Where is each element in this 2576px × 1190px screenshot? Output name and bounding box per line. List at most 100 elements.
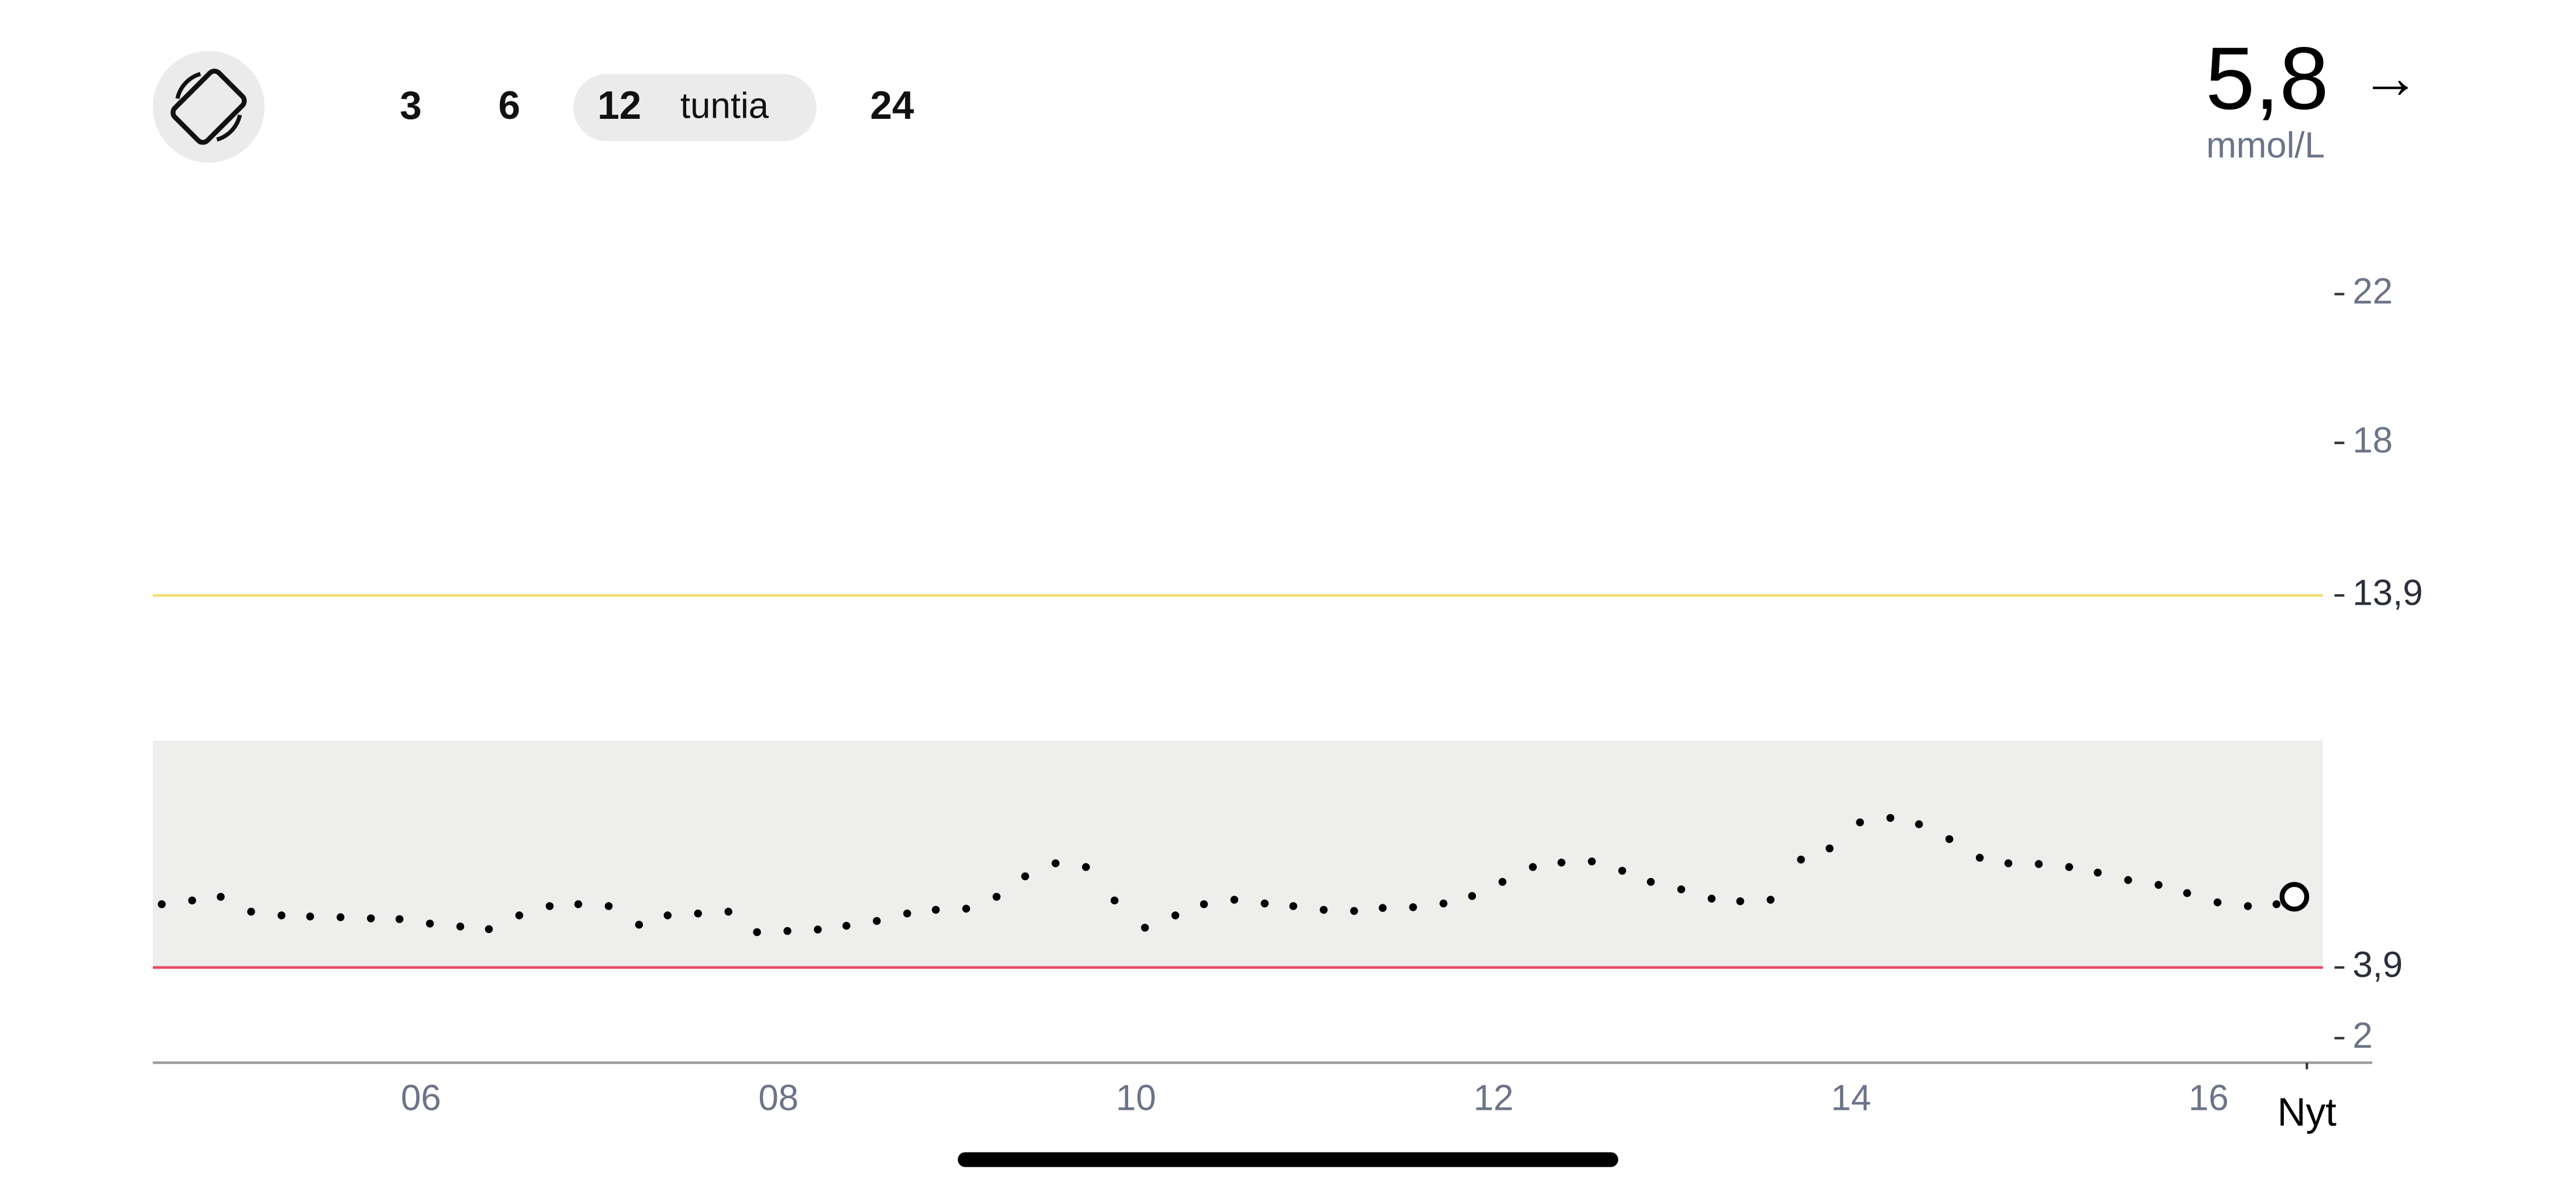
data-point bbox=[456, 922, 464, 931]
data-point bbox=[395, 915, 404, 923]
data-point bbox=[724, 907, 732, 916]
data-point bbox=[2243, 902, 2252, 910]
data-point bbox=[1618, 866, 1626, 875]
data-point bbox=[1200, 900, 1208, 908]
data-point bbox=[1825, 844, 1834, 853]
data-point bbox=[485, 925, 493, 934]
data-point bbox=[814, 925, 822, 934]
data-point bbox=[2004, 859, 2013, 867]
data-point bbox=[1856, 818, 1864, 827]
data-point bbox=[694, 909, 703, 918]
data-point bbox=[1350, 907, 1358, 915]
data-point bbox=[1140, 924, 1149, 932]
data-point bbox=[157, 900, 166, 908]
data-point bbox=[515, 911, 523, 920]
data-point bbox=[2272, 900, 2281, 908]
data-point bbox=[1529, 863, 1537, 871]
data-point bbox=[842, 921, 851, 930]
data-point bbox=[2034, 860, 2043, 868]
current-value: 5,8 bbox=[2205, 29, 2329, 128]
x-tick-label: 12 bbox=[1474, 1078, 1514, 1118]
y-tick-label: 2 bbox=[2352, 1016, 2372, 1056]
data-point bbox=[1320, 906, 1328, 914]
data-point bbox=[1439, 899, 1448, 908]
data-point bbox=[1557, 858, 1566, 867]
now-label: Nyt bbox=[2277, 1090, 2337, 1134]
range-option[interactable]: 24 bbox=[870, 84, 914, 128]
data-point bbox=[1886, 814, 1895, 822]
data-point bbox=[1677, 885, 1686, 894]
range-option-selected[interactable]: 12 bbox=[597, 84, 641, 128]
data-point bbox=[1021, 872, 1029, 880]
data-point bbox=[783, 927, 792, 935]
data-point bbox=[247, 907, 255, 916]
data-point bbox=[1468, 892, 1477, 900]
data-point bbox=[2183, 889, 2191, 897]
data-point bbox=[1647, 877, 1655, 886]
range-unit: tuntia bbox=[680, 86, 769, 126]
data-point bbox=[872, 917, 881, 925]
data-point bbox=[1171, 911, 1180, 920]
x-tick-label: 06 bbox=[401, 1078, 441, 1118]
data-point bbox=[1260, 899, 1269, 908]
home-indicator bbox=[957, 1152, 1619, 1167]
x-tick-label: 14 bbox=[1831, 1078, 1871, 1118]
data-point bbox=[188, 896, 196, 905]
data-point bbox=[1498, 877, 1507, 886]
data-point bbox=[2154, 880, 2163, 889]
data-point bbox=[546, 902, 554, 910]
y-tick-label: 22 bbox=[2352, 272, 2393, 312]
rotate-arrows bbox=[175, 71, 242, 142]
data-point bbox=[2124, 876, 2132, 884]
data-point bbox=[366, 914, 375, 922]
data-point bbox=[306, 913, 314, 921]
data-point bbox=[1915, 820, 1923, 828]
data-point bbox=[278, 911, 286, 920]
data-point bbox=[903, 909, 912, 918]
rotate-button-bg[interactable] bbox=[153, 50, 265, 163]
trend-arrow: → bbox=[2361, 45, 2420, 111]
data-point bbox=[1736, 897, 1745, 906]
data-point bbox=[1379, 904, 1387, 912]
data-point bbox=[426, 920, 434, 928]
data-point bbox=[336, 913, 345, 921]
data-point bbox=[962, 904, 971, 913]
x-tick-label: 08 bbox=[758, 1078, 799, 1118]
data-point bbox=[2094, 869, 2102, 877]
data-point bbox=[1945, 835, 1954, 843]
data-point bbox=[663, 911, 672, 920]
range-option[interactable]: 6 bbox=[498, 84, 520, 128]
data-point bbox=[1766, 896, 1775, 904]
range-pill bbox=[573, 74, 817, 142]
data-point bbox=[992, 893, 1001, 901]
rotate-icon bbox=[170, 68, 247, 145]
chart: 2 3,9 13,9 18 22 06 08 10 12 14 16 Nyt bbox=[153, 272, 2423, 1134]
target-range bbox=[153, 740, 2323, 968]
data-point bbox=[1230, 896, 1239, 904]
data-point bbox=[574, 900, 583, 908]
data-point bbox=[1975, 853, 1984, 862]
data-point bbox=[1082, 863, 1090, 871]
data-point bbox=[1707, 894, 1716, 903]
data-point bbox=[1289, 902, 1297, 910]
data-point bbox=[635, 920, 643, 929]
x-tick-label: 10 bbox=[1116, 1078, 1156, 1118]
data-point bbox=[604, 902, 613, 910]
data-point bbox=[1409, 903, 1417, 911]
y-tick-label: 3,9 bbox=[2352, 945, 2403, 985]
rotate-button[interactable] bbox=[153, 50, 265, 163]
y-tick-label: 18 bbox=[2352, 420, 2393, 461]
data-point bbox=[1797, 855, 1805, 864]
data-point bbox=[2065, 863, 2073, 871]
data-point bbox=[217, 893, 225, 901]
current-point bbox=[2279, 882, 2310, 912]
data-point bbox=[1051, 859, 1060, 867]
data-point bbox=[2213, 898, 2222, 907]
unit: mmol/L bbox=[2206, 125, 2324, 166]
data-point bbox=[1110, 896, 1119, 905]
x-tick-label: 16 bbox=[2188, 1078, 2229, 1118]
range-option[interactable]: 3 bbox=[400, 84, 422, 128]
data-point bbox=[931, 906, 940, 914]
